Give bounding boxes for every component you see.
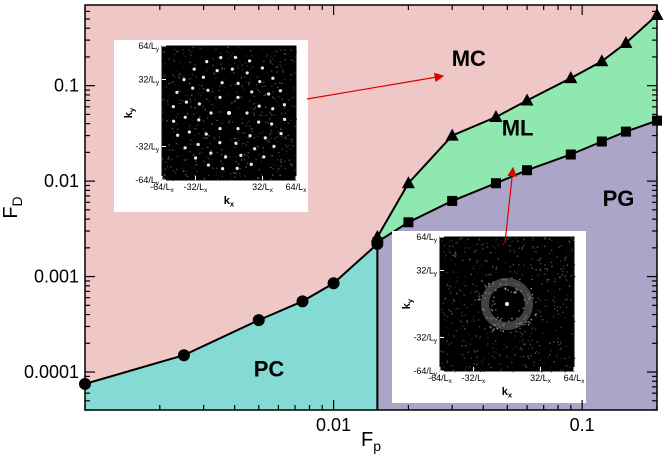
region-label-pc: PC bbox=[254, 356, 285, 381]
circle-series-line bbox=[84, 243, 379, 385]
region-label-ml: ML bbox=[502, 116, 534, 141]
triangle-marker bbox=[595, 54, 609, 67]
region-label-mc: MC bbox=[452, 46, 486, 71]
inset-x-tick-label: 32/Lx bbox=[530, 373, 552, 385]
inset-y-tick-label: -32/Ly bbox=[135, 142, 160, 154]
inset-x-axis-label: kx bbox=[224, 195, 235, 209]
inset-noise bbox=[162, 46, 297, 181]
y-tick-label: 0.0001 bbox=[24, 362, 79, 382]
region-ml-fill bbox=[377, 15, 657, 242]
inset-x-tick-label: 64/Lx bbox=[286, 182, 308, 194]
inset-center-peak bbox=[227, 111, 231, 115]
inset-x-tick-label: 64/Lx bbox=[564, 373, 586, 385]
inset-x-tick-label: -32/Lx bbox=[184, 182, 209, 194]
region-labels-layer: MC ML PG PC bbox=[254, 46, 635, 381]
triangle-marker bbox=[445, 128, 459, 141]
circle-marker bbox=[177, 349, 190, 362]
inset-x-tick-label: 32/Lx bbox=[252, 182, 274, 194]
inset-y-tick-label: 64/Ly bbox=[138, 41, 160, 53]
inset-y-tick-label: -64/Ly bbox=[135, 175, 160, 187]
inset-x-tick-label: -64/Lx bbox=[150, 182, 175, 194]
circle-marker bbox=[252, 314, 265, 327]
region-label-pg: PG bbox=[603, 186, 635, 211]
inset-x-tick-label: -64/Lx bbox=[428, 373, 453, 385]
square-marker bbox=[596, 136, 607, 147]
x-axis-label: Fp bbox=[361, 429, 381, 454]
inset-y-tick-label: 32/Ly bbox=[416, 266, 438, 278]
triangle-marker bbox=[370, 229, 384, 242]
inset-y-axis-label: ky bbox=[401, 298, 415, 309]
square-marker bbox=[490, 178, 501, 189]
square-marker bbox=[620, 126, 631, 137]
inset-mc: -64/Lx -32/Lx 32/Lx 64/Lx 64/Ly 32/Ly -32/Ly -6… bbox=[114, 40, 308, 212]
inset-center-peak bbox=[505, 302, 509, 306]
inset-y-tick-label: 32/Ly bbox=[138, 75, 160, 87]
inset-pg: -64/Lx -32/Lx 32/Lx 64/Lx 64/Ly 32/Ly -32/Ly -6… bbox=[392, 231, 586, 403]
y-tick-label: 0.1 bbox=[54, 76, 79, 96]
square-marker bbox=[403, 217, 414, 228]
plot-frame bbox=[84, 4, 658, 411]
y-axis-label: FD bbox=[0, 196, 25, 218]
arrow-mc-inset bbox=[306, 72, 445, 100]
triangle-marker bbox=[401, 176, 415, 189]
arrows-layer bbox=[306, 72, 517, 244]
square-marker bbox=[565, 149, 576, 160]
y-tick-label: 0.001 bbox=[34, 267, 79, 287]
inset-y-tick-label: -32/Ly bbox=[413, 333, 438, 345]
inset-peaks bbox=[171, 55, 287, 171]
square-marker bbox=[447, 195, 458, 206]
triangle-marker bbox=[619, 35, 633, 48]
circle-marker bbox=[296, 295, 309, 308]
triangle-marker bbox=[489, 109, 503, 122]
triangle-marker bbox=[520, 93, 534, 106]
insets-layer: -64/Lx -32/Lx 32/Lx 64/Lx 64/Ly 32/Ly -32/Ly -6… bbox=[114, 40, 586, 403]
x-tick-label: 0.1 bbox=[570, 415, 595, 435]
square-marker bbox=[372, 237, 383, 248]
triangle-marker bbox=[564, 71, 578, 84]
inset-y-axis-label: ky bbox=[123, 107, 137, 118]
x-tick-label: 0.01 bbox=[316, 415, 351, 435]
arrow-ml-inset bbox=[504, 166, 517, 244]
inset-x-axis-label: kx bbox=[502, 386, 513, 400]
inset-x-tick-label: -32/Lx bbox=[462, 373, 487, 385]
region-pc-fill bbox=[85, 243, 378, 410]
square-marker bbox=[522, 165, 533, 176]
ticks-layer: 0.01 0.1 0.0001 0.001 0.01 0.1 bbox=[24, 5, 658, 435]
axis-labels-layer: Fp FD bbox=[0, 196, 381, 454]
inset-y-tick-label: 64/Ly bbox=[416, 232, 438, 244]
inset-y-tick-label: -64/Ly bbox=[413, 366, 438, 378]
circle-marker bbox=[327, 277, 340, 290]
y-tick-label: 0.01 bbox=[44, 171, 79, 191]
